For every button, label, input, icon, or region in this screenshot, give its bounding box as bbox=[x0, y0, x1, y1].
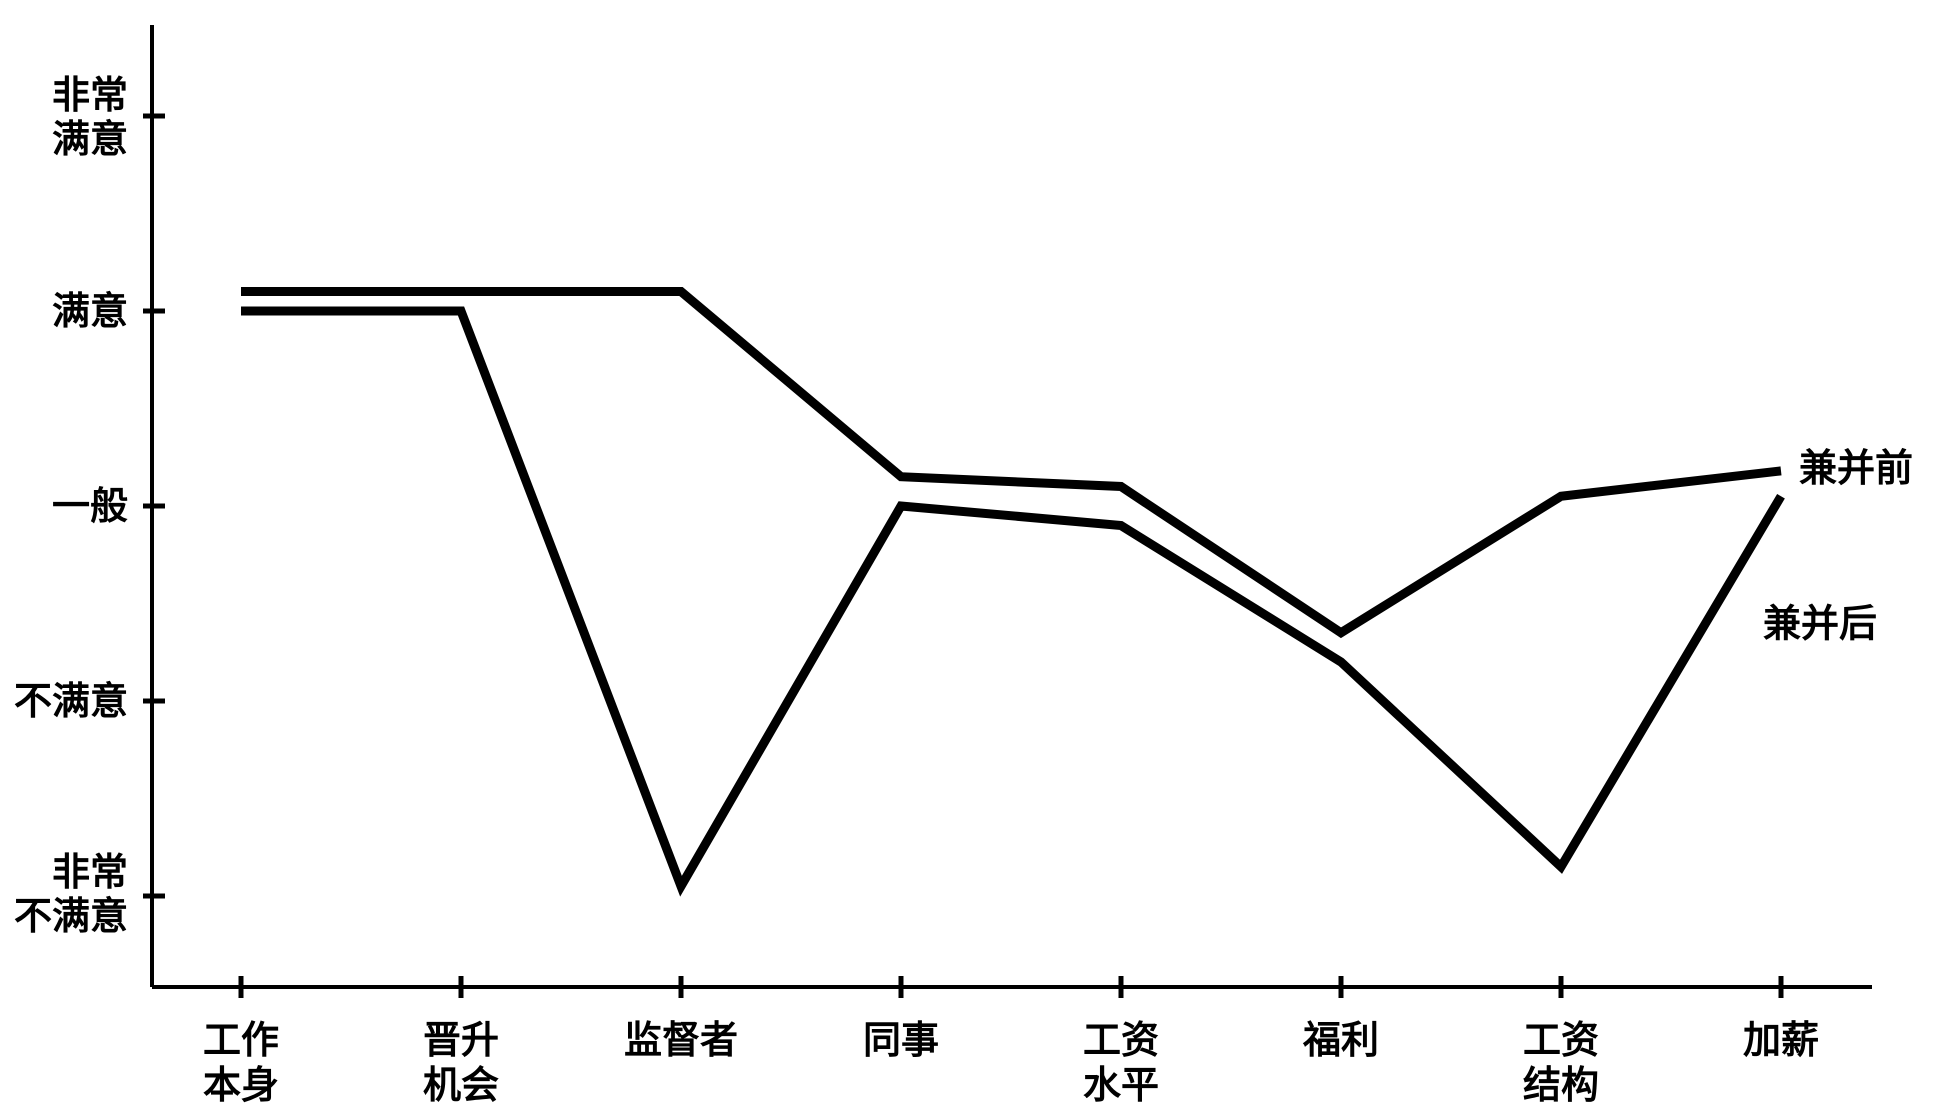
y-tick-label-line: 非常 bbox=[52, 850, 128, 894]
series-line-2 bbox=[241, 306, 1785, 897]
series-line-1 bbox=[241, 287, 1782, 639]
x-ticks bbox=[238, 976, 1784, 998]
x-tick-label: 工资水平 bbox=[1083, 1018, 1159, 1107]
y-tick-label: 满意 bbox=[52, 289, 128, 333]
x-tick-label: 工作本身 bbox=[203, 1018, 279, 1107]
y-tick-label-line: 满意 bbox=[52, 289, 128, 333]
x-tick-label-line: 结构 bbox=[1523, 1063, 1599, 1107]
y-tick-label-line: 一般 bbox=[52, 484, 128, 528]
x-tick-label-line: 同事 bbox=[863, 1018, 939, 1062]
y-tick-label-line: 非常 bbox=[52, 73, 128, 117]
x-tick-label-line: 工资 bbox=[1523, 1018, 1599, 1062]
x-tick-label: 同事 bbox=[863, 1018, 939, 1062]
x-tick-label: 晋升机会 bbox=[423, 1018, 499, 1107]
x-tick-label: 监督者 bbox=[624, 1018, 738, 1062]
x-tick-label-line: 加薪 bbox=[1743, 1018, 1819, 1062]
x-tick-label-line: 工作 bbox=[203, 1018, 279, 1062]
x-tick-label: 加薪 bbox=[1743, 1018, 1819, 1062]
y-tick-label: 非常满意 bbox=[52, 73, 128, 161]
x-tick-label-line: 工资 bbox=[1083, 1018, 1159, 1062]
y-tick-label-line: 满意 bbox=[52, 117, 128, 161]
x-tick-label-line: 福利 bbox=[1302, 1018, 1379, 1062]
x-tick-label-line: 晋升 bbox=[423, 1018, 499, 1062]
y-tick-label: 一般 bbox=[52, 484, 128, 528]
y-tick-label-line: 不满意 bbox=[14, 894, 128, 938]
x-tick-label: 工资结构 bbox=[1523, 1018, 1599, 1107]
x-tick-label-line: 监督者 bbox=[624, 1018, 738, 1062]
y-ticks bbox=[143, 113, 165, 899]
y-tick-label-line: 不满意 bbox=[14, 679, 128, 723]
x-tick-label-line: 本身 bbox=[203, 1063, 279, 1107]
axes bbox=[150, 25, 1872, 989]
series-lines bbox=[241, 287, 1785, 897]
y-tick-label: 不满意 bbox=[14, 679, 128, 723]
y-tick-label: 非常不满意 bbox=[14, 850, 128, 938]
x-tick-label-line: 水平 bbox=[1083, 1063, 1159, 1107]
x-tick-label: 福利 bbox=[1302, 1018, 1379, 1062]
legend-label: 兼并后 bbox=[1763, 601, 1877, 645]
x-tick-label-line: 机会 bbox=[423, 1063, 499, 1107]
legend-label: 兼并前 bbox=[1799, 446, 1913, 490]
